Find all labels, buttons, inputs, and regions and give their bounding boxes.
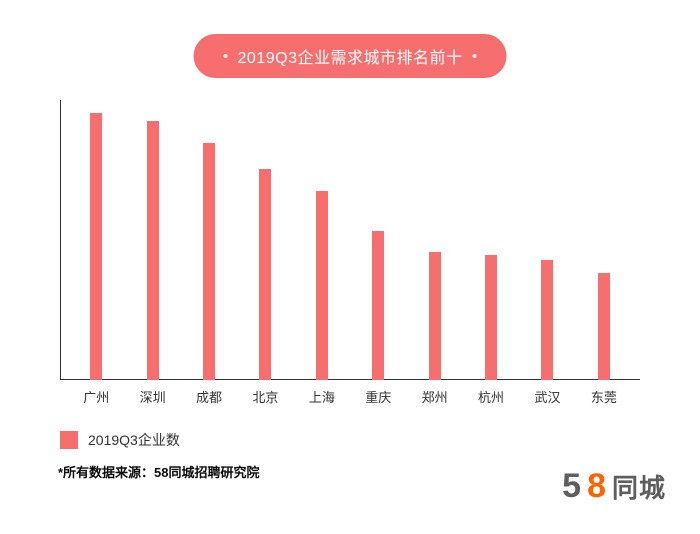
x-axis-label: 广州 bbox=[68, 387, 124, 406]
x-axis-label: 武汉 bbox=[519, 387, 575, 406]
brand-logo: 58 同城 bbox=[562, 467, 666, 506]
bar-slot bbox=[237, 100, 293, 380]
bar bbox=[316, 191, 328, 380]
bar bbox=[598, 273, 610, 380]
bar bbox=[203, 143, 215, 380]
bar-slot bbox=[463, 100, 519, 380]
bar-slot bbox=[576, 100, 632, 380]
bar bbox=[372, 231, 384, 380]
x-axis-label: 深圳 bbox=[124, 387, 180, 406]
legend-label: 2019Q3企业数 bbox=[88, 430, 180, 450]
bar-slot bbox=[181, 100, 237, 380]
brand-digit-8: 8 bbox=[587, 467, 606, 506]
brand-cn: 同城 bbox=[612, 468, 666, 505]
bar-slot bbox=[124, 100, 180, 380]
x-axis-label: 郑州 bbox=[406, 387, 462, 406]
bar-slot bbox=[294, 100, 350, 380]
legend-swatch bbox=[60, 431, 78, 449]
dot-icon bbox=[224, 54, 228, 58]
bar-slot bbox=[350, 100, 406, 380]
x-axis-label: 北京 bbox=[237, 387, 293, 406]
x-axis-label: 杭州 bbox=[463, 387, 519, 406]
bar-chart: 广州深圳成都北京上海重庆郑州杭州武汉东莞 bbox=[60, 100, 640, 400]
bar-slot bbox=[68, 100, 124, 380]
bar bbox=[90, 113, 102, 380]
chart-title: 2019Q3企业需求城市排名前十 bbox=[238, 44, 463, 68]
bar-slot bbox=[406, 100, 462, 380]
legend: 2019Q3企业数 bbox=[60, 430, 180, 450]
x-axis-label: 东莞 bbox=[576, 387, 632, 406]
bar bbox=[147, 121, 159, 380]
x-axis-label: 上海 bbox=[294, 387, 350, 406]
x-axis-label: 成都 bbox=[181, 387, 237, 406]
dot-icon bbox=[472, 54, 476, 58]
bar bbox=[541, 260, 553, 380]
bar bbox=[485, 255, 497, 380]
x-axis-label: 重庆 bbox=[350, 387, 406, 406]
chart-title-pill: 2019Q3企业需求城市排名前十 bbox=[194, 34, 507, 78]
bar bbox=[429, 252, 441, 380]
bar bbox=[259, 169, 271, 380]
data-source-footnote: *所有数据来源：58同城招聘研究院 bbox=[58, 462, 260, 481]
bar-slot bbox=[519, 100, 575, 380]
brand-digit-5: 5 bbox=[562, 467, 581, 506]
